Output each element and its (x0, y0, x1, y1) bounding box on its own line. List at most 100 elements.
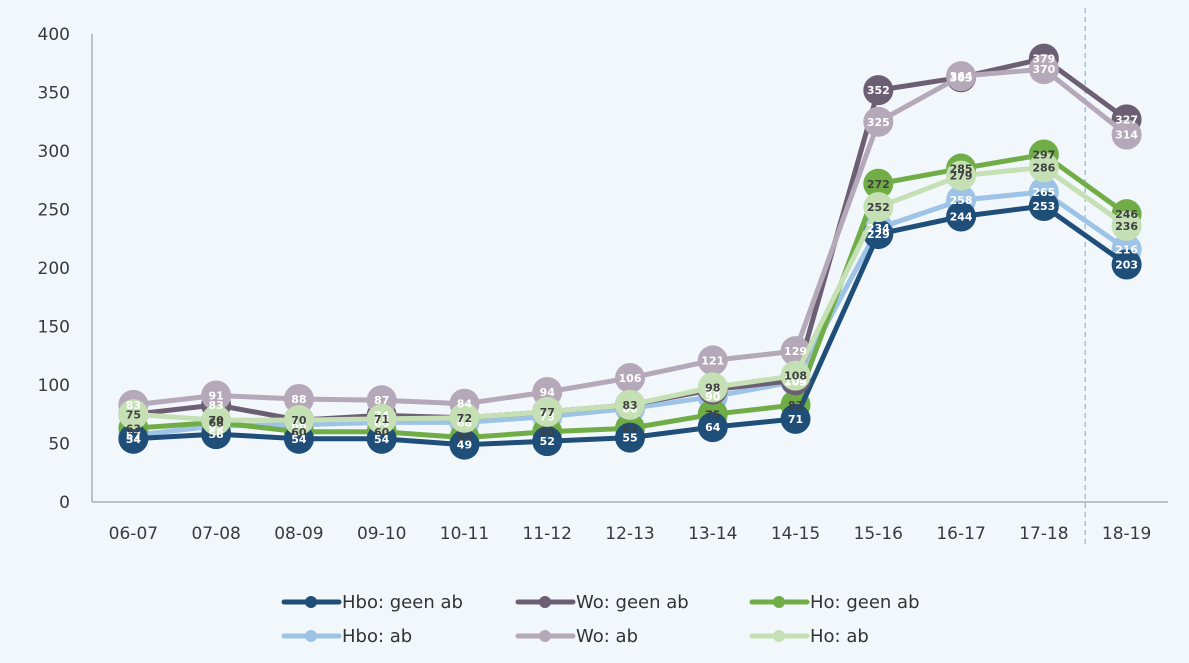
data-label-hbo-geen-ab: 55 (622, 432, 637, 445)
data-label-hbo-ab: 265 (1032, 186, 1055, 199)
data-point-wo-ab (1028, 54, 1059, 85)
data-point-ho-ab (283, 405, 314, 436)
legend-item-wo-ab: Wo: ab (515, 626, 638, 647)
data-point-ho-ab (697, 372, 728, 403)
data-point-wo-ab (283, 384, 314, 415)
data-point-ho-ab (1028, 152, 1059, 183)
data-label-hbo-ab: 73 (540, 411, 555, 424)
data-label-ho-ab: 286 (1032, 161, 1055, 174)
data-point-wo-ab (697, 345, 728, 376)
data-point-ho-ab (201, 405, 232, 436)
data-label-ho-geen-ab: 75 (705, 408, 720, 421)
x-tick-label: 08-09 (274, 524, 323, 544)
legend-item-ho-ab: Ho: ab (749, 626, 869, 647)
data-point-ho-ab (118, 399, 149, 430)
x-tick-label: 10-11 (440, 524, 489, 544)
data-point-wo-ab (863, 106, 894, 137)
x-tick-label: 09-10 (357, 524, 406, 544)
data-label-hbo-ab: 68 (457, 416, 472, 429)
data-label-ho-ab: 83 (622, 399, 637, 412)
data-label-hbo-geen-ab: 49 (457, 439, 472, 452)
data-label-hbo-geen-ab: 54 (291, 433, 307, 446)
x-tick-label: 11-12 (523, 524, 572, 544)
data-label-ho-geen-ab: 246 (1115, 208, 1138, 221)
legend-swatch-marker (539, 596, 551, 608)
data-label-wo-geen-ab: 72 (457, 412, 472, 425)
data-label-wo-geen-ab: 96 (705, 384, 721, 397)
data-label-ho-ab: 70 (291, 414, 307, 427)
data-label-wo-ab: 88 (291, 393, 306, 406)
x-tick-label: 17-18 (1019, 524, 1068, 544)
legend-item-wo-geen-ab: Wo: geen ab (515, 592, 689, 613)
data-point-ho-ab (946, 160, 977, 191)
data-label-hbo-geen-ab: 58 (208, 428, 223, 441)
data-point-wo-geen-ab (863, 75, 894, 106)
data-label-wo-ab: 84 (457, 398, 473, 411)
data-point-wo-ab (946, 61, 977, 92)
y-tick-label: 400 (38, 25, 70, 45)
data-label-hbo-ab: 65 (208, 420, 223, 433)
data-label-wo-ab: 91 (208, 390, 223, 403)
legend-item-hbo-geen-ab: Hbo: geen ab (281, 592, 463, 613)
data-label-hbo-ab: 80 (622, 402, 638, 415)
data-label-ho-geen-ab: 63 (126, 422, 141, 435)
data-point-ho-ab (1111, 210, 1142, 241)
data-label-ho-geen-ab: 55 (457, 432, 472, 445)
data-label-hbo-ab: 68 (374, 416, 389, 429)
data-label-ho-ab: 71 (374, 413, 389, 426)
data-label-ho-ab: 70 (208, 414, 224, 427)
data-label-wo-ab: 370 (1032, 63, 1055, 76)
data-label-hbo-geen-ab: 253 (1032, 200, 1055, 213)
data-label-wo-ab: 83 (126, 399, 141, 412)
data-label-wo-geen-ab: 74 (374, 409, 390, 422)
data-label-hbo-geen-ab: 54 (374, 433, 390, 446)
data-label-wo-geen-ab: 83 (208, 399, 223, 412)
legend-label: Hbo: ab (342, 626, 412, 647)
y-tick-label: 100 (38, 376, 70, 396)
data-label-hbo-ab: 258 (950, 194, 973, 207)
x-tick-label: 16-17 (936, 524, 985, 544)
x-tick-label: 18-19 (1102, 524, 1151, 544)
legend-item-hbo-ab: Hbo: ab (281, 626, 412, 647)
data-point-ho-ab (532, 396, 563, 427)
data-label-wo-ab: 94 (540, 386, 556, 399)
legend: Hbo: geen ab Wo: geen ab Ho: geen ab Hbo: a… (281, 592, 920, 647)
legend-swatch-marker (305, 596, 317, 608)
data-label-wo-ab: 106 (619, 372, 642, 385)
data-label-hbo-ab: 57 (126, 429, 141, 442)
data-label-wo-ab: 87 (374, 394, 389, 407)
data-label-ho-geen-ab: 83 (788, 399, 803, 412)
data-label-hbo-ab: 234 (867, 222, 890, 235)
data-point-hbo-geen-ab (449, 429, 480, 460)
data-point-hbo-geen-ab (615, 422, 645, 453)
data-point-hbo-geen-ab (1111, 249, 1142, 280)
data-point-wo-ab (615, 362, 645, 393)
data-label-wo-ab: 314 (1115, 129, 1138, 142)
data-point-wo-ab (201, 380, 232, 411)
legend-label: Ho: geen ab (810, 592, 920, 613)
data-label-ho-ab: 98 (705, 381, 720, 394)
data-label-ho-geen-ab: 63 (622, 422, 637, 435)
y-tick-label: 300 (38, 142, 70, 162)
data-label-hbo-ab: 216 (1115, 243, 1138, 256)
data-label-wo-ab: 129 (784, 345, 807, 358)
data-label-hbo-geen-ab: 64 (705, 421, 721, 434)
data-point-ho-ab (449, 402, 480, 433)
legend-label: Wo: geen ab (576, 592, 689, 613)
data-label-hbo-ab: 90 (705, 391, 721, 404)
data-point-hbo-geen-ab (697, 412, 728, 443)
data-point-ho-ab (366, 403, 397, 434)
data-label-hbo-geen-ab: 52 (540, 435, 555, 448)
legend-swatch-marker (773, 630, 785, 642)
data-point-ho-geen-ab (863, 168, 894, 199)
data-label-ho-ab: 252 (867, 201, 890, 214)
y-tick-label: 200 (38, 259, 70, 279)
x-tick-label: 14-15 (771, 524, 820, 544)
data-label-hbo-geen-ab: 71 (788, 413, 803, 426)
x-tick-label: 15-16 (854, 524, 903, 544)
legend-swatch-marker (305, 630, 317, 642)
legend-swatch-marker (539, 630, 551, 642)
x-tick-label: 06-07 (109, 524, 158, 544)
